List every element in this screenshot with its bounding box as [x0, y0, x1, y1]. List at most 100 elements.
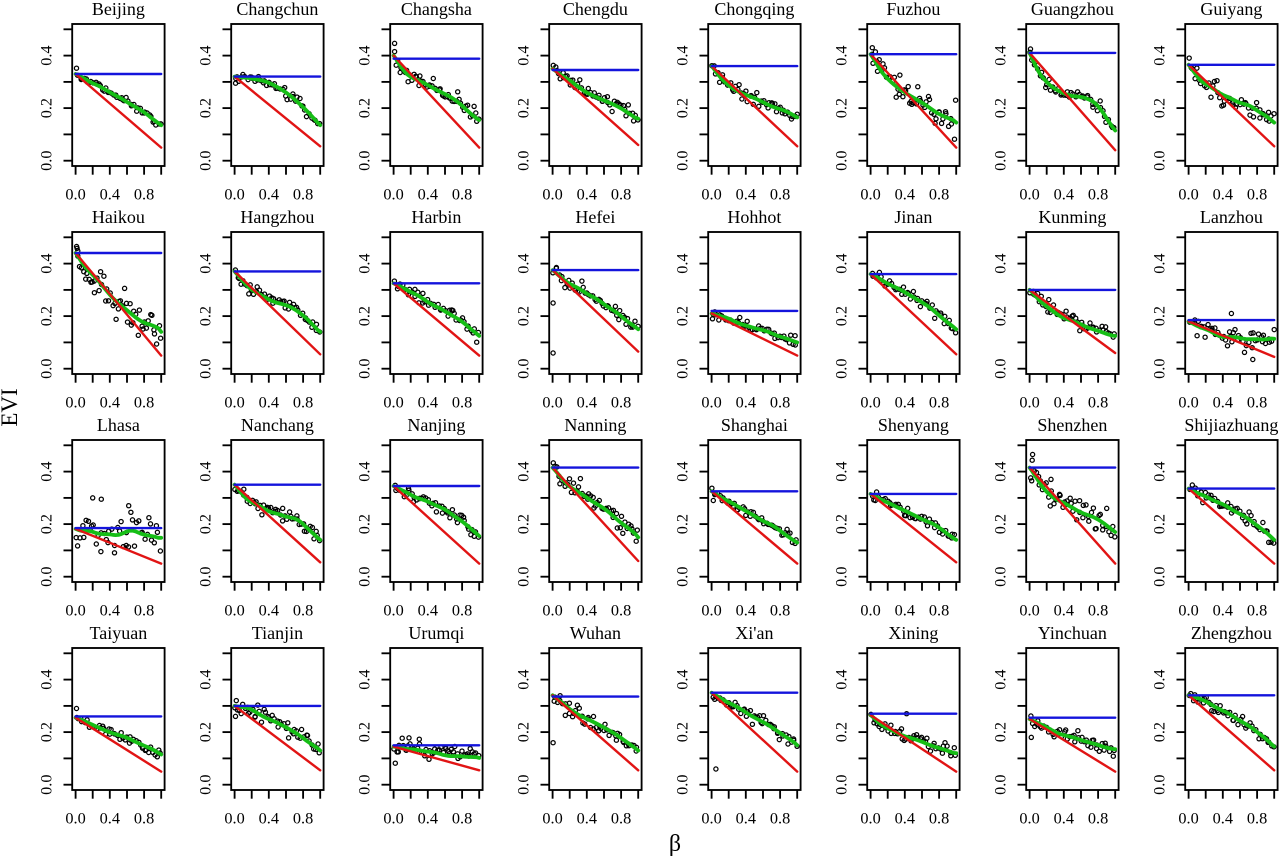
svg-text:0.4: 0.4	[1150, 461, 1169, 481]
svg-text:0.4: 0.4	[895, 393, 915, 412]
svg-text:0.4: 0.4	[37, 461, 56, 481]
svg-text:0.0: 0.0	[65, 601, 85, 620]
svg-text:0.0: 0.0	[37, 359, 56, 379]
svg-text:0.4: 0.4	[673, 461, 692, 481]
svg-text:0.8: 0.8	[134, 809, 154, 828]
svg-text:0.4: 0.4	[673, 253, 692, 273]
svg-text:Changchun: Changchun	[236, 0, 318, 19]
svg-text:0.0: 0.0	[355, 359, 374, 379]
svg-text:0.8: 0.8	[770, 185, 790, 204]
svg-text:0.0: 0.0	[355, 567, 374, 587]
svg-text:0.2: 0.2	[355, 514, 374, 534]
svg-text:0.4: 0.4	[259, 393, 279, 412]
svg-text:0.2: 0.2	[514, 98, 533, 118]
svg-text:0.0: 0.0	[542, 185, 562, 204]
svg-text:0.4: 0.4	[259, 809, 279, 828]
svg-text:0.0: 0.0	[224, 185, 244, 204]
svg-text:0.2: 0.2	[196, 306, 215, 326]
svg-text:0.2: 0.2	[991, 722, 1010, 742]
svg-text:0.4: 0.4	[37, 669, 56, 689]
svg-text:0.4: 0.4	[100, 809, 120, 828]
svg-text:0.4: 0.4	[259, 601, 279, 620]
svg-text:0.4: 0.4	[514, 45, 533, 65]
svg-text:0.0: 0.0	[514, 151, 533, 171]
svg-text:0.2: 0.2	[991, 98, 1010, 118]
svg-text:0.4: 0.4	[37, 253, 56, 273]
svg-text:0.8: 0.8	[293, 393, 313, 412]
svg-text:0.0: 0.0	[860, 809, 880, 828]
svg-text:0.0: 0.0	[37, 151, 56, 171]
svg-text:Lanzhou: Lanzhou	[1200, 207, 1263, 227]
svg-text:0.0: 0.0	[860, 185, 880, 204]
svg-text:0.4: 0.4	[100, 185, 120, 204]
svg-text:0.2: 0.2	[673, 514, 692, 534]
svg-text:0.4: 0.4	[1150, 45, 1169, 65]
svg-text:Changsha: Changsha	[401, 0, 472, 19]
svg-text:0.8: 0.8	[1247, 185, 1267, 204]
svg-text:0.8: 0.8	[929, 809, 949, 828]
svg-text:0.0: 0.0	[1019, 809, 1039, 828]
svg-text:0.0: 0.0	[514, 359, 533, 379]
svg-text:0.0: 0.0	[196, 567, 215, 587]
svg-text:0.4: 0.4	[418, 393, 438, 412]
svg-text:0.4: 0.4	[1150, 253, 1169, 273]
svg-text:Chengdu: Chengdu	[563, 0, 628, 19]
svg-text:0.0: 0.0	[514, 567, 533, 587]
svg-text:Guangzhou: Guangzhou	[1031, 0, 1114, 19]
svg-text:0.4: 0.4	[1213, 809, 1233, 828]
svg-text:0.0: 0.0	[514, 775, 533, 795]
svg-text:Chongqing: Chongqing	[714, 0, 794, 19]
svg-text:0.2: 0.2	[514, 722, 533, 742]
svg-text:0.8: 0.8	[611, 185, 631, 204]
svg-text:0.4: 0.4	[418, 601, 438, 620]
svg-text:0.0: 0.0	[542, 601, 562, 620]
svg-text:0.4: 0.4	[1054, 601, 1074, 620]
svg-text:Lhasa: Lhasa	[97, 415, 140, 435]
svg-text:Taiyuan: Taiyuan	[90, 623, 148, 643]
svg-text:0.0: 0.0	[1150, 775, 1169, 795]
svg-text:0.8: 0.8	[293, 185, 313, 204]
svg-text:0.0: 0.0	[991, 359, 1010, 379]
svg-text:0.0: 0.0	[196, 359, 215, 379]
svg-text:0.2: 0.2	[196, 98, 215, 118]
svg-text:0.8: 0.8	[1088, 185, 1108, 204]
svg-text:0.4: 0.4	[1054, 393, 1074, 412]
svg-text:0.0: 0.0	[860, 601, 880, 620]
svg-text:0.0: 0.0	[1150, 359, 1169, 379]
svg-text:Nanchang: Nanchang	[241, 415, 314, 435]
svg-text:Jinan: Jinan	[894, 207, 932, 227]
svg-text:0.4: 0.4	[355, 461, 374, 481]
svg-text:0.4: 0.4	[577, 393, 597, 412]
svg-text:0.2: 0.2	[1150, 98, 1169, 118]
svg-text:0.0: 0.0	[196, 775, 215, 795]
svg-text:0.4: 0.4	[577, 809, 597, 828]
svg-text:0.8: 0.8	[1088, 601, 1108, 620]
svg-text:0.8: 0.8	[770, 809, 790, 828]
svg-text:Zhengzhou: Zhengzhou	[1191, 623, 1272, 643]
svg-text:0.4: 0.4	[355, 253, 374, 273]
svg-text:0.4: 0.4	[895, 601, 915, 620]
svg-text:Shijiazhuang: Shijiazhuang	[1184, 415, 1278, 435]
svg-text:0.0: 0.0	[383, 185, 403, 204]
svg-text:0.4: 0.4	[736, 185, 756, 204]
svg-text:Hefei: Hefei	[575, 207, 615, 227]
svg-text:0.2: 0.2	[355, 722, 374, 742]
svg-text:0.4: 0.4	[673, 45, 692, 65]
svg-text:0.4: 0.4	[196, 253, 215, 273]
svg-text:0.0: 0.0	[701, 809, 721, 828]
svg-text:0.2: 0.2	[37, 98, 56, 118]
svg-text:0.2: 0.2	[514, 306, 533, 326]
svg-text:0.0: 0.0	[673, 359, 692, 379]
svg-text:0.0: 0.0	[383, 809, 403, 828]
svg-text:0.0: 0.0	[1178, 601, 1198, 620]
svg-text:0.4: 0.4	[1213, 185, 1233, 204]
svg-text:Urumqi: Urumqi	[408, 623, 464, 643]
svg-text:0.4: 0.4	[991, 669, 1010, 689]
svg-text:0.2: 0.2	[196, 722, 215, 742]
svg-text:Shenzhen: Shenzhen	[1037, 415, 1107, 435]
svg-text:0.2: 0.2	[991, 514, 1010, 534]
svg-text:0.4: 0.4	[100, 601, 120, 620]
svg-text:0.2: 0.2	[37, 722, 56, 742]
svg-text:Nanjing: Nanjing	[407, 415, 465, 435]
svg-text:0.0: 0.0	[991, 567, 1010, 587]
